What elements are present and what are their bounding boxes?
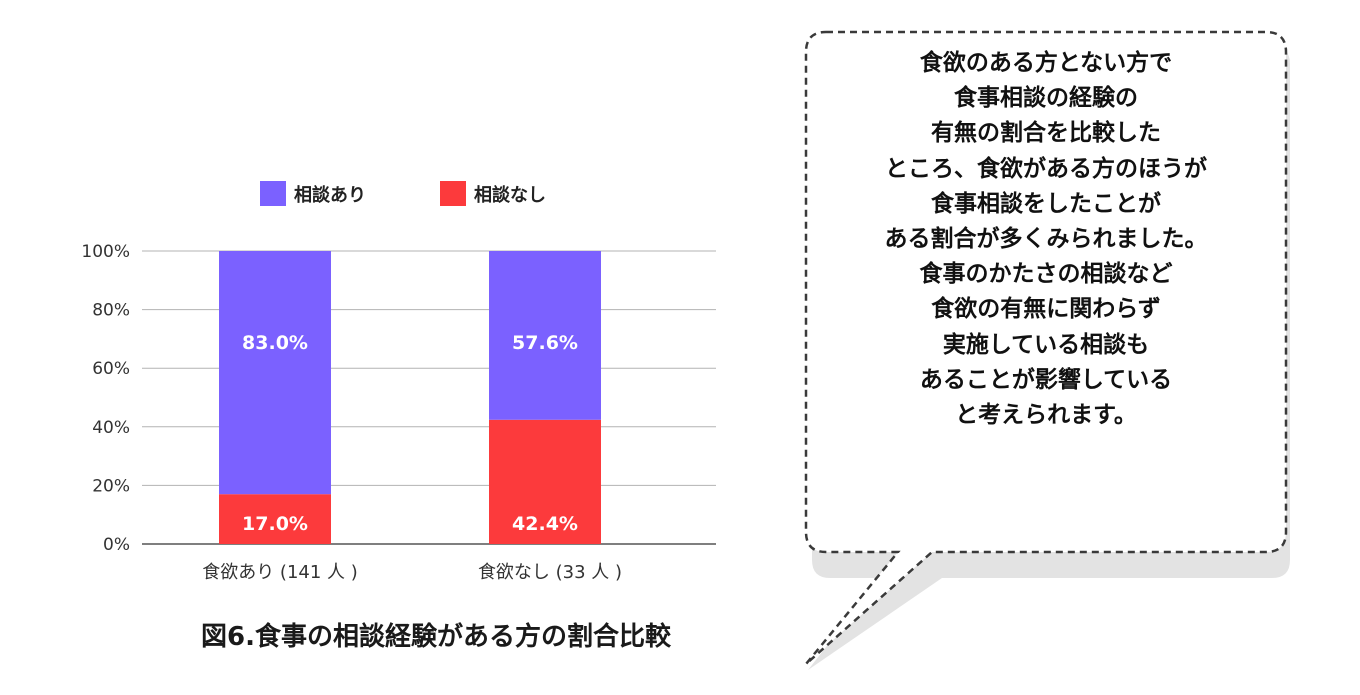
callout-line: 食欲の有無に関わらず — [931, 296, 1161, 323]
bars: 17.0% 83.0% 42.4% 57.6% — [219, 251, 601, 544]
callout-line: ところ、食欲がある方のほうが — [885, 155, 1207, 182]
callout-line: ある割合が多くみられました。 — [884, 226, 1208, 253]
legend-label: 相談あり — [294, 184, 366, 206]
callout-line: 実施している相談も — [942, 331, 1150, 358]
callout-line: あることが影響している — [919, 366, 1173, 393]
legend: 相談あり 相談なし — [260, 181, 546, 206]
legend-label: 相談なし — [474, 184, 546, 206]
bar-data-label: 42.4% — [512, 513, 578, 535]
x-category-label: 食欲なし (33 人 ) — [478, 562, 622, 583]
legend-swatch — [260, 181, 286, 206]
callout-line: 食事相談の経験の — [954, 85, 1138, 112]
callout-line: と考えられます。 — [955, 402, 1137, 429]
speech-bubble-body — [804, 30, 1288, 665]
bar-segment — [219, 251, 331, 495]
callout-line: 食欲のある方とない方で — [919, 50, 1173, 76]
legend-swatch — [440, 181, 466, 206]
bar-segment — [489, 251, 601, 420]
bar-data-label: 17.0% — [242, 513, 308, 535]
y-tick-label: 60% — [92, 359, 130, 379]
y-tick-label: 0% — [103, 535, 130, 555]
callout-line: 食事のかたさの相談など — [919, 261, 1173, 288]
y-tick-label: 20% — [92, 476, 130, 496]
callout-line: 有無の割合を比較した — [931, 120, 1161, 147]
bar-segment — [489, 419, 601, 544]
y-tick-label: 40% — [92, 418, 130, 438]
callout-line: 食事相談をしたことが — [931, 190, 1161, 217]
bar-data-label: 83.0% — [242, 332, 308, 354]
bar-segment — [219, 494, 331, 544]
x-axis-categories: 食欲あり (141 人 ) 食欲なし (33 人 ) — [202, 562, 622, 583]
y-tick-label: 80% — [92, 301, 130, 321]
x-category-label: 食欲あり (141 人 ) — [202, 562, 358, 583]
callout-text: 食欲のある方とない方で 食事相談の経験の 有無の割合を比較した ところ、食欲があ… — [812, 46, 1280, 433]
bar-data-label: 57.6% — [512, 332, 578, 354]
y-tick-label: 100% — [81, 242, 130, 262]
y-axis-ticks: 0% 20% 40% 60% 80% 100% — [81, 242, 130, 555]
chart-title: 図6.食事の相談経験がある方の割合比較 — [201, 621, 672, 652]
